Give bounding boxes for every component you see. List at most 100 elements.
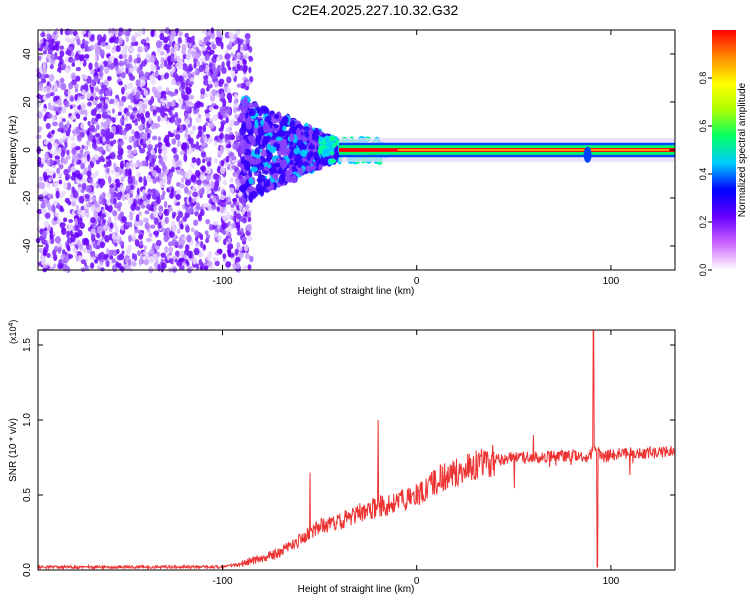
heat-cell <box>185 244 190 252</box>
heat-cell <box>221 230 227 235</box>
heat-cell <box>171 211 177 217</box>
heat-cell <box>139 147 146 154</box>
heat-cell <box>302 126 310 131</box>
heat-cell <box>220 122 225 129</box>
heat-cell <box>114 114 119 120</box>
heat-cell <box>42 50 47 55</box>
heat-cell <box>219 194 226 201</box>
heat-cell <box>149 224 156 229</box>
heat-cell <box>133 32 140 39</box>
heat-cell <box>90 217 96 224</box>
spectrogram-band <box>339 138 675 163</box>
heat-cell <box>155 196 161 205</box>
heat-cell <box>221 61 225 69</box>
heat-cell <box>125 193 131 200</box>
heat-cell <box>63 47 67 52</box>
heat-cell <box>235 189 240 194</box>
heat-cell <box>234 248 239 256</box>
heat-cell <box>102 208 106 215</box>
heat-cell <box>148 99 153 106</box>
heat-cell <box>166 63 172 70</box>
heat-cell <box>108 176 112 185</box>
y-tick-label: 1.0 <box>22 413 33 427</box>
heat-cell <box>207 193 211 199</box>
heat-cell <box>107 249 114 256</box>
heat-cell <box>155 239 162 247</box>
heat-cell <box>114 178 120 185</box>
heat-cell <box>70 50 75 58</box>
heat-cell <box>98 108 102 113</box>
heat-cell <box>320 144 328 149</box>
heat-cell <box>37 84 44 92</box>
heat-cell <box>158 148 163 154</box>
heat-cell <box>177 31 183 37</box>
heat-cell <box>226 149 231 154</box>
heat-cell <box>267 164 272 169</box>
heat-cell <box>247 135 255 141</box>
heat-cell <box>237 44 241 51</box>
heat-cell <box>243 148 252 156</box>
heat-cell <box>179 124 184 130</box>
heat-cell <box>283 115 288 124</box>
heat-cell <box>188 103 195 108</box>
heat-cell <box>205 31 211 36</box>
heat-cell <box>174 153 179 162</box>
heat-cell <box>146 174 152 181</box>
y-tick-label: 0 <box>22 147 33 153</box>
heat-cell <box>87 47 91 52</box>
heat-cell <box>128 54 133 63</box>
heat-cell <box>235 178 240 185</box>
heat-cell <box>281 147 290 156</box>
heat-cell <box>181 43 187 50</box>
heat-cell <box>284 173 291 183</box>
heat-cell <box>71 79 77 86</box>
heat-cell <box>166 174 172 183</box>
heat-cell <box>94 86 100 93</box>
heat-cell <box>244 204 249 211</box>
heat-cell <box>180 250 185 256</box>
heat-cell <box>170 106 175 111</box>
heat-cell <box>71 62 76 67</box>
heat-cell <box>99 181 104 189</box>
heat-cell <box>81 89 86 96</box>
heat-cell <box>181 90 186 99</box>
heat-cell <box>87 133 94 142</box>
heat-cell <box>91 79 95 86</box>
heat-cell <box>50 204 56 212</box>
heat-cell <box>182 63 188 71</box>
heat-cell <box>74 108 78 113</box>
heat-cell <box>238 185 247 192</box>
heat-cell <box>119 160 124 169</box>
heat-cell <box>133 63 138 72</box>
heat-cell <box>195 68 200 76</box>
heat-cell <box>35 134 42 140</box>
heat-cell <box>49 153 53 159</box>
heat-cell <box>174 250 180 258</box>
heat-cell <box>153 65 157 71</box>
heat-cell <box>144 222 150 230</box>
heat-cell <box>173 43 179 51</box>
heat-cell <box>111 125 117 134</box>
heat-cell <box>168 258 174 264</box>
heat-cell <box>67 88 72 97</box>
heat-cell <box>248 66 252 74</box>
heat-cell <box>204 265 209 271</box>
heat-cell <box>204 122 209 127</box>
heat-cell <box>201 29 207 34</box>
heat-cell <box>115 47 120 52</box>
heat-cell <box>190 143 197 149</box>
heat-cell <box>210 180 215 189</box>
heat-cell <box>70 136 75 142</box>
heat-cell <box>133 148 138 155</box>
heat-cell <box>189 94 195 100</box>
heat-cell <box>204 230 209 236</box>
heat-cell <box>203 79 209 86</box>
heat-cell <box>264 181 271 187</box>
heat-cell <box>136 187 140 196</box>
heat-cell <box>204 93 209 98</box>
heat-cell <box>191 71 197 77</box>
heat-cell <box>221 66 227 74</box>
heat-cell <box>235 213 242 220</box>
heat-cell <box>80 259 87 265</box>
heat-cell <box>224 133 230 140</box>
